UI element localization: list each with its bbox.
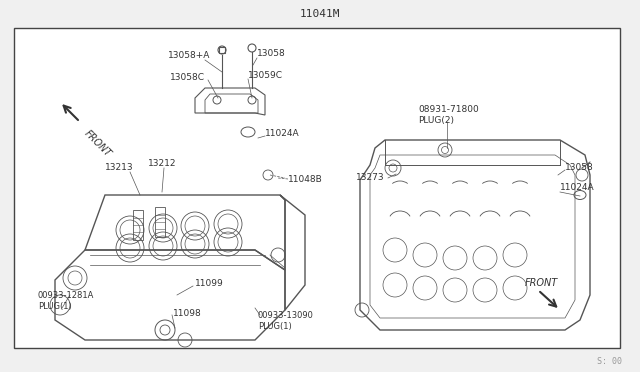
Text: 11099: 11099 bbox=[195, 279, 224, 289]
Text: S: 00: S: 00 bbox=[597, 357, 622, 366]
Text: 00933-1281A: 00933-1281A bbox=[38, 292, 94, 301]
Text: 08931-71800: 08931-71800 bbox=[418, 105, 479, 113]
Text: FRONT: FRONT bbox=[525, 278, 558, 288]
Text: 13213: 13213 bbox=[105, 163, 134, 171]
Bar bbox=[14, 28, 620, 348]
Text: 13058: 13058 bbox=[565, 163, 594, 171]
Text: 11024A: 11024A bbox=[265, 128, 300, 138]
Text: 00933-13090: 00933-13090 bbox=[258, 311, 314, 321]
Text: 11098: 11098 bbox=[173, 308, 202, 317]
Text: 13058: 13058 bbox=[257, 48, 285, 58]
Text: 11041M: 11041M bbox=[300, 9, 340, 19]
Text: 13273: 13273 bbox=[356, 173, 385, 183]
Text: FRONT: FRONT bbox=[82, 128, 113, 158]
Text: 13059C: 13059C bbox=[248, 71, 283, 80]
Text: PLUG(2): PLUG(2) bbox=[418, 115, 454, 125]
Text: 13058+A: 13058+A bbox=[168, 51, 211, 61]
Text: 13058C: 13058C bbox=[170, 74, 205, 83]
Text: 11024A: 11024A bbox=[560, 183, 595, 192]
Text: PLUG(1): PLUG(1) bbox=[258, 323, 292, 331]
Text: 13212: 13212 bbox=[148, 160, 177, 169]
Text: 11048B: 11048B bbox=[288, 174, 323, 183]
Text: PLUG(1): PLUG(1) bbox=[38, 302, 72, 311]
